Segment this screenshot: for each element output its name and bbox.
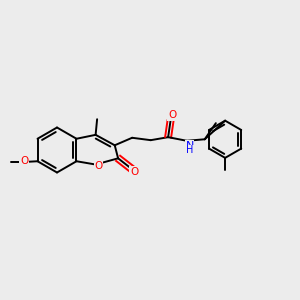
Text: H: H <box>186 146 194 155</box>
Text: N: N <box>185 141 194 151</box>
Text: O: O <box>130 167 138 177</box>
Text: O: O <box>94 161 103 171</box>
Text: O: O <box>168 110 176 120</box>
Text: O: O <box>20 156 28 166</box>
